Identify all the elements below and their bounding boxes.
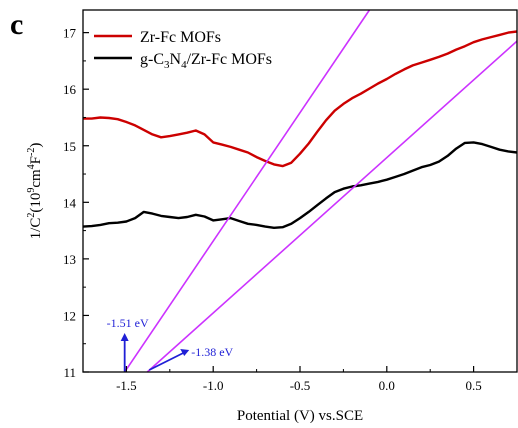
legend-label-gc3n4: g-C3N4/Zr-Fc MOFs — [140, 51, 272, 71]
x-tick-label: -0.5 — [290, 378, 311, 393]
x-tick-label: 0.0 — [379, 378, 395, 393]
tangent-line-1 — [146, 40, 518, 373]
y-tick-label: 13 — [63, 252, 76, 267]
tangent-line-0 — [124, 9, 371, 373]
annotation-layer: -1.51 eV -1.38 eV — [107, 316, 234, 372]
y-tick-label: 14 — [63, 195, 77, 210]
series-line-0 — [83, 30, 518, 168]
x-axis: -1.5 -1.0 -0.5 0.0 0.5 — [82, 366, 518, 393]
y-axis: 11 12 13 14 15 16 17 — [63, 26, 89, 380]
y-tick-label: 16 — [63, 82, 77, 97]
legend-label-zr-fc: Zr-Fc MOFs — [140, 29, 221, 46]
annotation-label-0: -1.51 eV — [107, 316, 149, 330]
annotation-arrow-head-0 — [120, 333, 129, 341]
y-axis-title: 1/C2(109cm4F-2) — [26, 143, 44, 240]
plot-area: -1.51 eV -1.38 eV -1.5 -1.0 -0.5 0.0 0.5 11 12… — [63, 9, 518, 393]
x-tick-label: -1.0 — [203, 378, 224, 393]
y-tick-label: 15 — [63, 139, 76, 154]
x-tick-label: -1.5 — [116, 378, 137, 393]
series-line-1 — [82, 141, 518, 230]
series-layer — [82, 30, 518, 230]
y-tick-label: 17 — [63, 26, 77, 41]
tangent-layer — [124, 9, 518, 373]
y-tick-label: 12 — [63, 308, 76, 323]
y-tick-label: 11 — [63, 365, 76, 380]
annotation-arrow-head-1 — [180, 349, 190, 356]
annotation-label-1: -1.38 eV — [191, 345, 233, 359]
x-tick-label: 0.5 — [465, 378, 481, 393]
annotation-arrow-shaft-1 — [148, 351, 186, 371]
x-axis-title: Potential (V) vs.SCE — [237, 408, 363, 424]
legend: Zr-Fc MOFs g-C3N4/Zr-Fc MOFs — [94, 29, 272, 71]
panel-label: c — [10, 8, 23, 41]
